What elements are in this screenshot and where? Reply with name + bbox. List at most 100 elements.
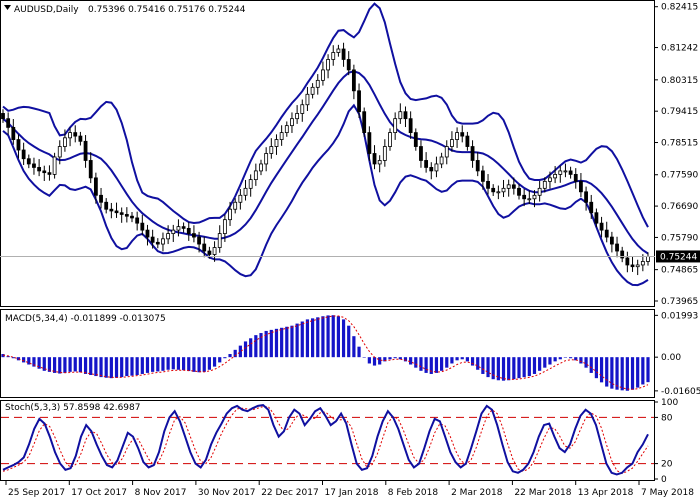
candle-body [326, 59, 330, 71]
price-tick-label: 0.73965 [661, 297, 698, 307]
candle-body [6, 118, 11, 128]
macd-bar [151, 357, 155, 372]
macd-bar [316, 317, 320, 358]
macd-bar [238, 345, 242, 358]
stochastic-main-line [2, 404, 649, 476]
macd-bar [326, 315, 330, 358]
candle-body [630, 264, 635, 268]
candle-body [635, 264, 640, 268]
candle-body [357, 90, 361, 113]
macd-bar [94, 357, 98, 377]
macd-bar [625, 357, 629, 391]
candle-body [305, 93, 310, 106]
macd-tick-label: -0.016055 [661, 387, 700, 397]
price-tick-label: 0.75790 [661, 233, 698, 243]
candle-body [336, 48, 341, 53]
macd-bar [517, 357, 521, 379]
candle-body [166, 233, 171, 240]
macd-bar [53, 357, 57, 373]
candle-body [388, 132, 392, 147]
macd-bar [114, 357, 119, 378]
macd-bar [599, 357, 604, 383]
price-tick-label: 0.77590 [661, 171, 698, 181]
macd-bar [641, 357, 645, 385]
macd-bar [507, 357, 511, 381]
macd-bar [409, 357, 413, 365]
stochastic-tick-label: 20 [661, 460, 673, 470]
macd-bar [347, 325, 351, 358]
macd-bar [470, 357, 475, 366]
candle-body [21, 149, 26, 160]
macd-bar [254, 335, 258, 358]
macd-bar [527, 357, 531, 377]
price-tick-label: 0.81242 [661, 44, 698, 54]
candle-body [439, 156, 444, 165]
macd-bar [424, 357, 428, 373]
stochastic-signal-line [2, 406, 649, 475]
time-tick-label: 8 Feb 2018 [388, 488, 439, 498]
candle-body [346, 59, 351, 71]
macd-bar [501, 357, 506, 381]
macd-bar [445, 357, 449, 368]
candle-body [104, 201, 109, 210]
time-tick-label: 30 Nov 2017 [198, 488, 256, 498]
macd-bar [476, 357, 480, 370]
candle-body [155, 241, 160, 245]
macd-bar [311, 318, 315, 358]
candle-body [119, 212, 124, 215]
macd-bar [553, 357, 557, 362]
macd-tick-label: 0.01993 [661, 311, 698, 321]
macd-panel[interactable]: MACD(5,34,4) -0.011899 -0.013075 0.01993… [0, 309, 700, 398]
candle-body [522, 194, 527, 200]
price-tick-label: 0.80315 [661, 76, 698, 86]
candle-body [584, 191, 588, 203]
time-tick-label: 17 Oct 2017 [71, 488, 127, 498]
candle-body [393, 118, 398, 134]
macd-bar [372, 357, 377, 366]
macd-bar [83, 357, 88, 374]
candle-body [506, 184, 511, 189]
macd-bar [532, 357, 537, 374]
candle-body [315, 79, 320, 88]
macd-bar [388, 357, 392, 360]
stochastic-panel-frame [0, 400, 655, 481]
candle-body [310, 86, 315, 95]
price-tick-label: 0.74865 [661, 266, 698, 276]
macd-bar [589, 357, 593, 373]
time-tick-label: 13 Apr 2018 [578, 488, 634, 498]
macd-bar [429, 357, 433, 374]
candle-body [109, 208, 114, 212]
candle-body [594, 212, 599, 224]
candle-body [264, 153, 269, 165]
macd-bar [243, 341, 248, 358]
candle-body [11, 126, 16, 140]
candle-body [88, 160, 93, 179]
macd-bar [434, 357, 439, 373]
macd-bar [290, 325, 294, 358]
candle-body [646, 256, 650, 262]
macd-bar [58, 357, 62, 374]
candle-body [99, 194, 103, 203]
macd-signal-line [2, 315, 649, 390]
macd-bar [264, 330, 268, 358]
candle-body [460, 132, 465, 137]
macd-bar [393, 357, 397, 359]
candle-body [1, 113, 5, 120]
stochastic-panel[interactable]: Stoch(5,3,3) 57.8598 42.6987 100 80 20 0 [0, 398, 679, 485]
macd-bar [610, 357, 614, 389]
macd-bar [130, 357, 134, 376]
candle-body [161, 238, 165, 245]
macd-bar [398, 357, 402, 360]
macd-bar [156, 357, 160, 372]
macd-bar [321, 316, 325, 358]
candle-body [259, 163, 263, 172]
price-panel[interactable]: AUDUSD,Daily 0.75396 0.75416 0.75176 0.7… [0, 0, 700, 307]
candle-body [202, 243, 207, 252]
macd-bar [37, 357, 41, 369]
macd-bar [63, 357, 67, 373]
candle-body [496, 191, 501, 194]
candle-body [532, 194, 537, 200]
time-tick-label: 22 Dec 2017 [261, 488, 319, 498]
macd-bar [357, 346, 361, 358]
macd-bar [584, 357, 588, 368]
